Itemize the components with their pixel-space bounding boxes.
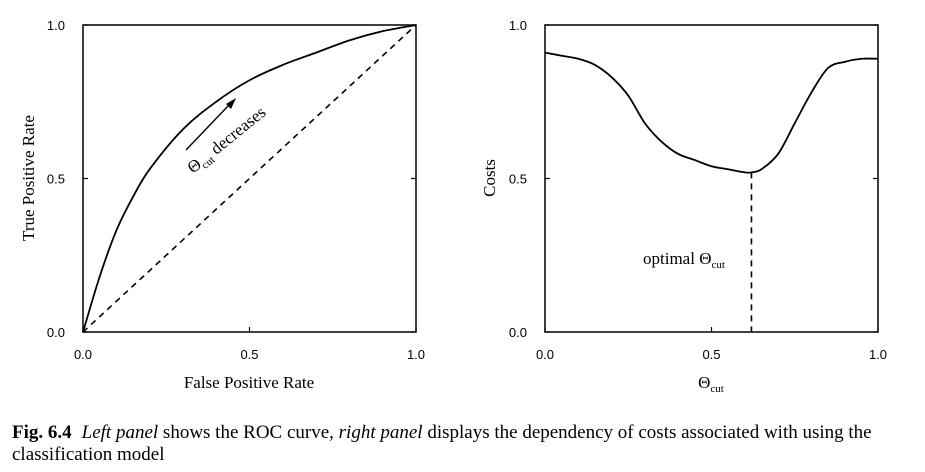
random-guess-diagonal bbox=[82, 24, 417, 333]
caption-text-1: shows the ROC curve, bbox=[158, 422, 339, 443]
cost-y-tick-label: 0.5 bbox=[509, 172, 527, 187]
caption-right-panel: right panel bbox=[338, 422, 423, 443]
caption-left-panel: Left panel bbox=[81, 422, 159, 443]
cost-x-axis-theta: Θ bbox=[698, 373, 710, 392]
roc-annotation: Θcut decreases bbox=[184, 102, 272, 179]
optimal-annotation: optimal Θcut bbox=[643, 249, 725, 271]
roc-x-tick-label: 0.5 bbox=[240, 347, 258, 362]
roc-y-axis-title: True Positive Rate bbox=[19, 115, 38, 241]
cost-curve bbox=[544, 51, 879, 174]
roc-annotation-rest: decreases bbox=[204, 102, 270, 160]
optimal-annotation-sub: cut bbox=[711, 259, 724, 271]
roc-y-tick-label: 0.0 bbox=[47, 325, 65, 340]
cost-x-tick-label: 1.0 bbox=[869, 347, 887, 362]
cost-x-tick-label: 0.5 bbox=[702, 347, 720, 362]
cost-x-tick-label: 0.0 bbox=[536, 347, 554, 362]
cost-panel: 0.0 0.5 1.00.00.51.0 optimal Θcut Θcut Cos… bbox=[480, 18, 887, 395]
figure-caption: Fig. 6.4 Left panel shows the ROC curve, … bbox=[12, 422, 917, 466]
cost-ticks: 0.0 0.5 1.0 0.0 0.5 1.0 bbox=[509, 18, 887, 362]
caption-figure-number: Fig. 6.4 bbox=[12, 422, 72, 443]
cost-x-axis-title: Θcut bbox=[698, 373, 724, 395]
roc-y-tick-label: 1.0 bbox=[47, 18, 65, 33]
cost-x-axis-sub: cut bbox=[710, 383, 723, 395]
roc-x-axis-title: False Positive Rate bbox=[184, 373, 314, 392]
roc-ticks: 0.0 0.5 1.0 0.0 0.5 1.0 bbox=[47, 18, 425, 362]
roc-x-tick-label: 0.0 bbox=[74, 347, 92, 362]
roc-curve bbox=[82, 24, 417, 333]
cost-y-tick-label: 1.0 bbox=[509, 18, 527, 33]
optimal-annotation-main: optimal Θ bbox=[643, 249, 711, 268]
caption-text-2: displays the dependency of costs associa… bbox=[12, 422, 872, 465]
cost-plot-frame bbox=[544, 24, 879, 333]
roc-x-tick-label: 1.0 bbox=[407, 347, 425, 362]
cost-y-axis-title: Costs bbox=[480, 159, 499, 197]
figure: 0.0 0.5 1.0 0.0 0.5 1.0 Θcut decreases False … bbox=[19, 18, 887, 395]
cost-y-tick-label: 0.0 bbox=[509, 325, 527, 340]
annotation-arrow-line bbox=[185, 104, 230, 151]
annotation-arrowhead bbox=[226, 98, 236, 109]
roc-panel: 0.0 0.5 1.0 0.0 0.5 1.0 Θcut decreases False … bbox=[19, 18, 425, 392]
roc-y-tick-label: 0.5 bbox=[47, 172, 65, 187]
